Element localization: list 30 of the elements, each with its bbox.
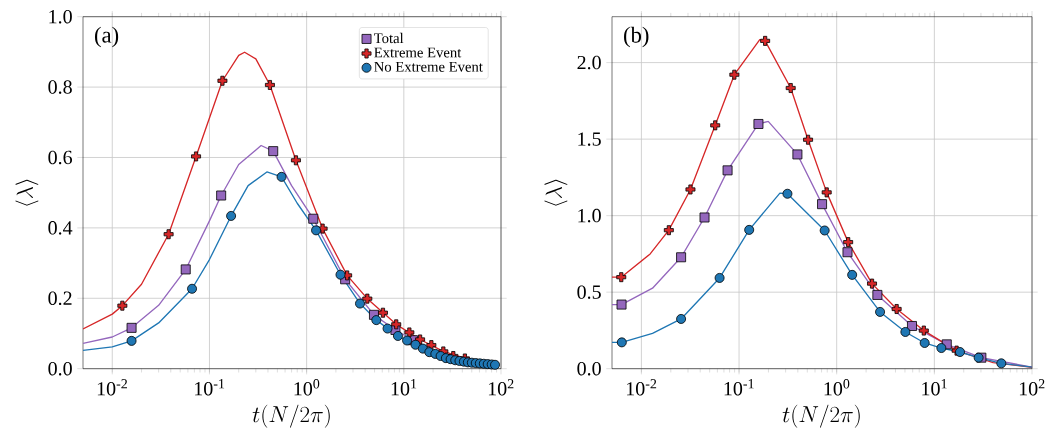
y-tick-label: 0.5 [577,285,601,299]
x-tick-label: 10$^{-2}$ [97,379,127,396]
annotation: (a) [94,26,119,48]
legend-label: Extreme Event [374,47,462,58]
y-tick-label: 0.4 [48,221,73,235]
annotation: (b) [624,26,649,48]
y-tick-label: 0.0 [577,361,601,376]
x-tick-label: 10$^{1}$ [922,379,947,396]
x-tick-label: 10$^{-2}$ [626,379,657,396]
y-tick-label: 1.0 [578,208,601,223]
x-tick-label: 10$^{2}$ [1019,379,1045,396]
y-tick-label: 0.8 [48,80,72,94]
x-tick-label: 10$^{-1}$ [724,379,754,396]
x-tick-label: 10$^{-1}$ [195,379,225,396]
x-axis-title: $t(N/2\pi)$ [252,404,330,428]
legend-label: Total [374,32,404,44]
x-tick-label: 10$^{0}$ [294,379,320,396]
y-tick-label: 0.6 [48,150,73,165]
x-tick-label: 10$^{2}$ [488,379,514,396]
y-tick-label: 1.5 [578,132,601,146]
y-tick-label: 0.0 [48,361,72,376]
y-axis-title: $\langle\lambda\rangle$ [544,179,568,206]
y-axis-title: $\langle\lambda\rangle$ [15,179,39,206]
x-axis-title: $t(N/2\pi)$ [782,404,860,428]
y-tick-label: 2.0 [577,55,601,70]
y-tick-label: 0.2 [48,291,72,306]
legend-label: No Extreme Event [374,61,483,72]
y-tick-label: 1.0 [49,9,72,24]
x-tick-label: 10$^{0}$ [824,379,850,396]
x-tick-label: 10$^{1}$ [391,379,417,396]
